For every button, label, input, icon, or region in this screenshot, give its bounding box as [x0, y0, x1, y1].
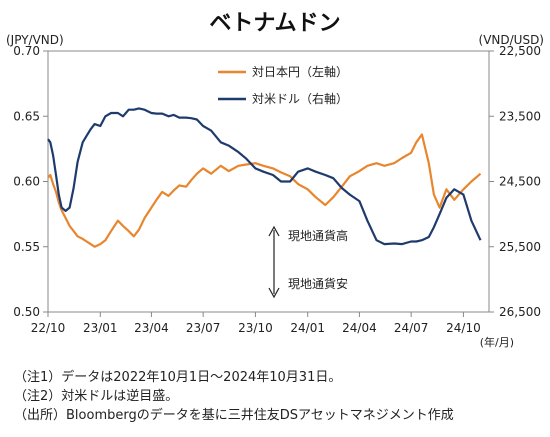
legend-label-usd: 対米ドル（右軸） [252, 91, 348, 106]
series-line-usd [47, 107, 482, 246]
legend: 対日本円（左軸） 対米ドル（右軸） [218, 64, 348, 106]
x-axis: 22/10 23/01 23/04 23/07 23/10 24/01 24/04 24/07… [31, 312, 481, 335]
left-tick-label: 0.70 [13, 44, 40, 58]
x-tick-label: 24/07 [394, 321, 429, 335]
x-tick-label: 23/04 [134, 321, 169, 335]
arrow-down-head [268, 287, 280, 299]
left-tick-label: 0.60 [13, 175, 40, 189]
right-axis-unit: (VND/USD) [479, 33, 544, 47]
series-line-jpy [47, 133, 482, 248]
footnote-source: （出所）Bloombergのデータを基に三井住友DSアセットマネジメント作成 [14, 408, 454, 423]
series-layer [47, 107, 482, 248]
left-tick-label: 0.50 [13, 305, 40, 319]
left-tick-label: 0.55 [13, 240, 40, 254]
x-tick-label: 23/07 [186, 321, 221, 335]
x-tick-label: 24/04 [342, 321, 377, 335]
arrow-up-head [268, 225, 280, 237]
direction-annotation: 現地通貨高 現地通貨安 [268, 225, 348, 299]
right-tick-label: 26,500 [499, 305, 541, 319]
right-tick-label: 24,500 [499, 175, 541, 189]
footnote-2: （注2）対米ドルは逆目盛。 [14, 389, 179, 404]
right-tick-label: 23,500 [499, 109, 541, 123]
up-label: 現地通貨高 [288, 228, 348, 243]
footnotes: （注1）データは2022年10月1日～2024年10月31日。 （注2）対米ドル… [14, 368, 454, 425]
chart-title: ベトナムドン [209, 11, 340, 36]
left-axis-unit: (JPY/VND) [6, 33, 64, 47]
x-tick-label: 22/10 [31, 321, 66, 335]
legend-label-jpy: 対日本円（左軸） [252, 64, 348, 79]
right-tick-label: 25,500 [499, 240, 541, 254]
x-tick-label: 24/01 [290, 321, 325, 335]
footnote-1: （注1）データは2022年10月1日～2024年10月31日。 [14, 370, 342, 385]
down-label: 現地通貨安 [288, 276, 348, 291]
plot-frame [47, 50, 490, 313]
left-axis: 0.70 0.65 0.60 0.55 0.50 [13, 44, 48, 319]
chart-svg: ベトナムドン (JPY/VND) (VND/USD) 22/10 23/01 23/… [6, 11, 544, 349]
x-tick-label: 23/10 [238, 321, 273, 335]
x-axis-unit: (年/月) [480, 335, 514, 349]
right-axis: 22,500 23,500 24,500 25,500 26,500 [489, 44, 541, 319]
left-tick-label: 0.65 [13, 109, 40, 123]
x-tick-label: 23/01 [83, 321, 118, 335]
x-tick-label: 24/10 [446, 321, 481, 335]
right-tick-label: 22,500 [499, 44, 541, 58]
